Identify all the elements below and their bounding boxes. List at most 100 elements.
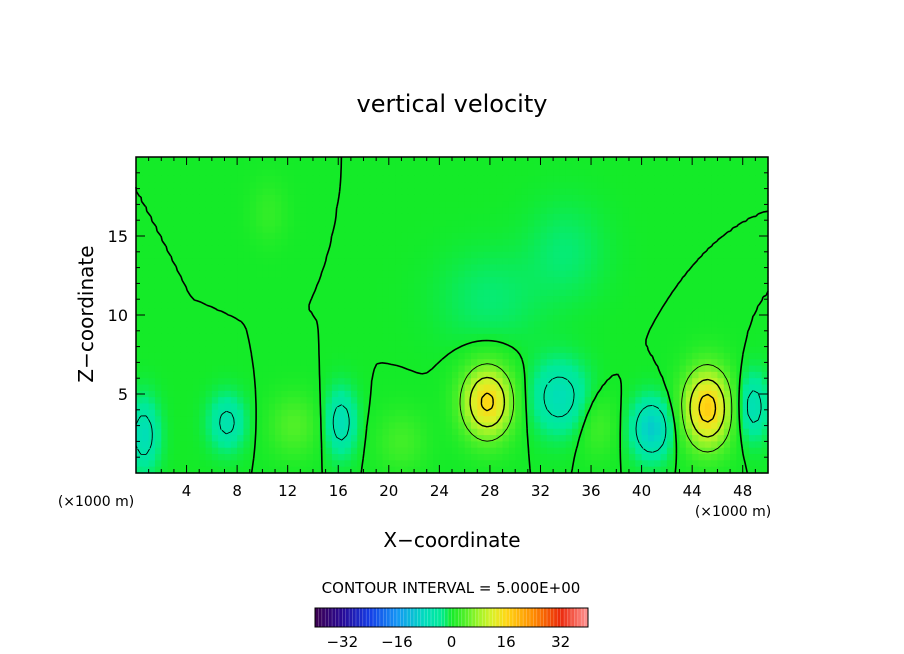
heat-cell [559, 441, 567, 449]
heat-cell [464, 157, 472, 164]
heat-cell [736, 175, 744, 183]
heat-cell [578, 201, 586, 209]
heat-cell [483, 435, 491, 442]
heat-cell [433, 352, 440, 360]
heat-cell [420, 277, 428, 284]
heat-cell [546, 359, 554, 367]
heat-cell [237, 403, 245, 411]
heat-cell [161, 182, 169, 190]
heat-cell [344, 258, 352, 266]
heat-cell [205, 182, 213, 190]
heat-cell [704, 422, 712, 430]
heat-cell [433, 270, 440, 278]
heat-cell [508, 157, 516, 164]
heat-cell [496, 207, 504, 215]
heat-cell [331, 333, 339, 341]
heat-cell [173, 359, 181, 367]
heat-cell [483, 365, 491, 373]
heat-cell [527, 340, 535, 348]
heat-cell [508, 365, 516, 373]
heat-cell [192, 409, 200, 417]
heat-cell [350, 220, 358, 228]
heat-cell [464, 232, 472, 240]
heat-cell [736, 283, 744, 291]
heat-cell [363, 403, 371, 411]
heat-cell [306, 289, 314, 297]
heat-cell [591, 245, 598, 253]
heat-cell [433, 397, 440, 405]
heat-cell [369, 245, 377, 253]
heat-cell [357, 169, 365, 177]
heat-cell [426, 283, 434, 291]
heat-cell [161, 201, 169, 209]
heat-cell [312, 371, 320, 379]
heat-cell [445, 226, 453, 234]
heat-cell [622, 226, 630, 234]
heat-cell [660, 207, 668, 215]
heat-cell [597, 460, 605, 468]
heat-cell [331, 182, 339, 190]
heat-cell [439, 302, 447, 310]
heat-cell [666, 226, 674, 234]
heat-cell [281, 163, 289, 171]
heat-cell [344, 447, 352, 455]
heat-cell [281, 321, 289, 329]
heat-cell [496, 194, 504, 202]
heat-cell [736, 302, 744, 310]
heat-cell [464, 384, 472, 392]
heat-cell [205, 277, 213, 284]
heat-cell [142, 182, 150, 190]
heat-cell [572, 163, 579, 171]
heat-cell [723, 460, 731, 468]
heat-cell [243, 226, 251, 234]
heat-cell [540, 447, 548, 455]
heat-cell [401, 390, 409, 398]
heat-cell [736, 207, 744, 215]
heat-cell [199, 428, 207, 436]
heat-cell [401, 327, 409, 335]
heat-cell [230, 390, 238, 398]
heat-cell [312, 365, 320, 373]
heat-cell [730, 296, 737, 303]
heat-cell [502, 416, 510, 424]
heat-cell [420, 397, 428, 405]
heat-cell [388, 466, 396, 474]
heat-cell [426, 365, 434, 373]
heat-cell [635, 245, 643, 253]
heat-cell [502, 296, 510, 303]
heat-cell [730, 359, 737, 367]
heat-cell [565, 239, 573, 247]
heat-cell [395, 359, 403, 367]
heat-cell [357, 315, 365, 322]
heat-cell [433, 175, 440, 183]
heat-cell [306, 157, 314, 164]
heat-cell [287, 226, 295, 234]
heat-cell [180, 207, 188, 215]
heat-cell [477, 460, 485, 468]
heat-cell [426, 232, 434, 240]
heat-cell [287, 258, 295, 266]
heat-cell [186, 447, 194, 455]
heat-cell [464, 466, 472, 474]
heat-cell [173, 264, 181, 272]
heat-cell [205, 213, 213, 221]
heat-cell [685, 245, 693, 253]
heat-cell [161, 409, 169, 417]
heat-cell [376, 163, 384, 171]
heat-cell [559, 403, 567, 411]
heat-cell [616, 207, 624, 215]
heat-cell [294, 289, 301, 297]
heat-cell [666, 270, 674, 278]
heat-cell [704, 302, 712, 310]
heat-cell [483, 352, 491, 360]
heat-cell [338, 302, 346, 310]
heat-cell [344, 378, 352, 386]
heat-cell [673, 270, 681, 278]
heat-cell [692, 283, 700, 291]
heat-cell [294, 352, 301, 360]
heat-cell [300, 333, 308, 341]
heat-cell [584, 296, 592, 303]
heat-cell [344, 277, 352, 284]
heat-cell [350, 403, 358, 411]
heat-cell [344, 371, 352, 379]
